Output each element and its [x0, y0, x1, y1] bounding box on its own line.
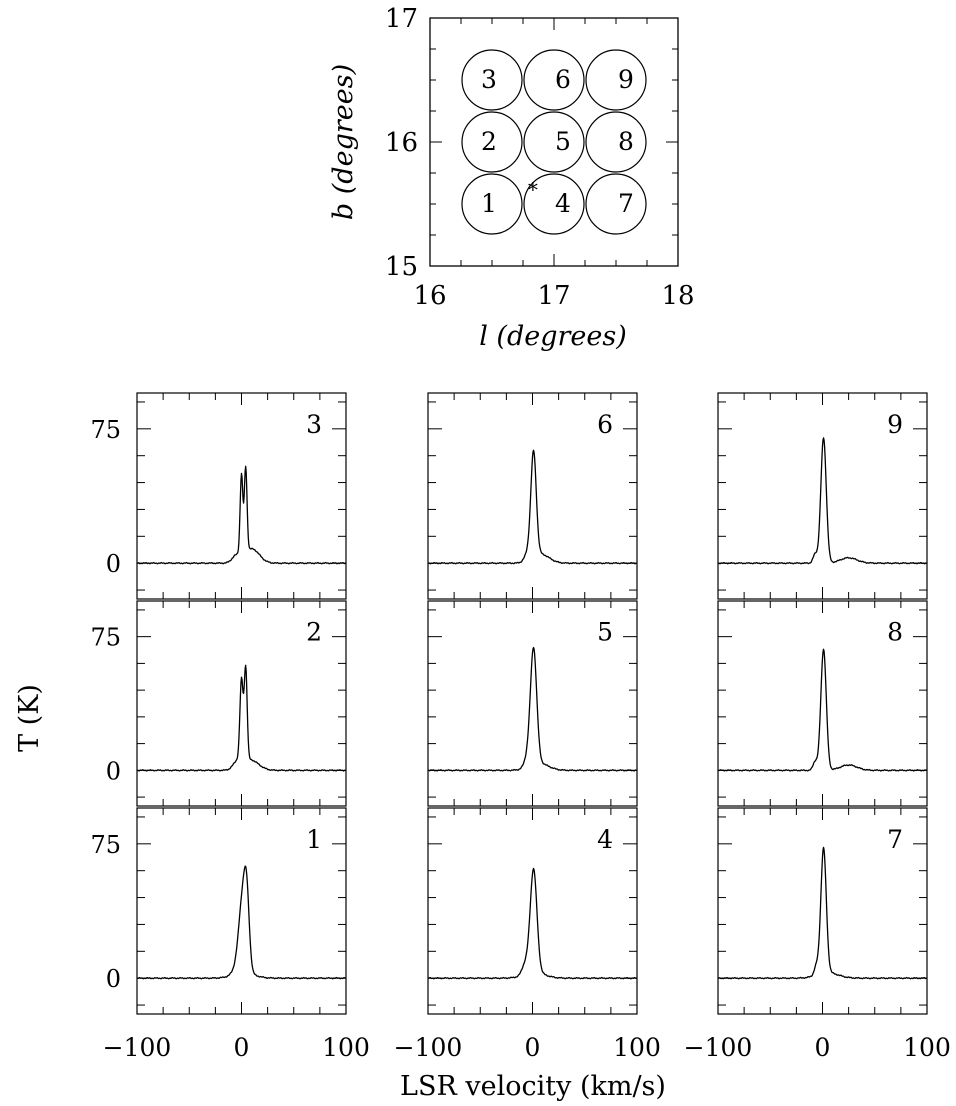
spectra-y-tick-label: 0: [106, 757, 121, 785]
beam-circle-4: [523, 173, 585, 235]
beam-label-6: 6: [555, 65, 571, 94]
spectrum-line-7: [717, 846, 928, 980]
spectrum-line-1: [136, 865, 347, 980]
spectra-x-tick-label: 0: [234, 1033, 250, 1062]
map-x-tick-label: 16: [413, 281, 446, 311]
spectra-x-tick-label: −100: [103, 1033, 172, 1062]
beam-label-2: 2: [481, 127, 497, 156]
spectrum-line-8: [717, 648, 928, 772]
spectrum-line-9: [717, 437, 928, 565]
spectrum-panel-7: −100 0 100 7: [684, 807, 951, 1062]
spectra-x-tick-label: 100: [322, 1033, 370, 1062]
map-x-axis-title: l (degrees): [479, 321, 627, 352]
spectra-grid: 0 75 3 6 9 0 75 2 5 8 0 75 −100 0 100 1 −100 0 100 4 −100 0 10…: [90, 392, 951, 1062]
map-x-tick-label: 18: [661, 281, 694, 311]
map-y-tick-label: 17: [385, 4, 418, 34]
spectra-y-tick-label: 0: [106, 965, 121, 993]
spectra-x-axis-title: LSR velocity (km/s): [400, 1071, 666, 1102]
beam-circle-9: [585, 49, 647, 111]
panel-number-4: 4: [597, 825, 613, 854]
beam-label-4: 4: [555, 189, 571, 218]
spectrum-panel-9: 9: [717, 392, 928, 600]
beam-circle-5: [523, 111, 585, 173]
panel-number-1: 1: [306, 825, 322, 854]
spectrum-panel-8: 8: [717, 600, 928, 807]
spectrum-panel-4: −100 0 100 4: [394, 807, 661, 1062]
spectrum-panel-6: 6: [427, 392, 638, 600]
panel-number-3: 3: [306, 410, 322, 439]
spectra-x-tick-label: 100: [613, 1033, 661, 1062]
panel-number-7: 7: [887, 825, 903, 854]
beam-circle-3: [461, 49, 523, 111]
beam-circle-8: [585, 111, 647, 173]
panel-number-8: 8: [887, 618, 903, 647]
beam-label-3: 3: [481, 65, 497, 94]
beam-circle-6: [523, 49, 585, 111]
beam-label-5: 5: [555, 127, 571, 156]
spectrum-panel-5: 5: [427, 600, 638, 807]
spectra-x-tick-label: 0: [525, 1033, 541, 1062]
beam-label-1: 1: [481, 189, 497, 218]
map-x-tick-label: 17: [537, 281, 570, 311]
spectrum-line-2: [136, 664, 347, 772]
beam-circle-2: [461, 111, 523, 173]
spectra-y-tick-label: 75: [90, 416, 121, 444]
spectrum-line-4: [427, 867, 638, 980]
spectra-y-axis-title: T (K): [14, 684, 45, 752]
spectra-x-tick-label: −100: [684, 1033, 753, 1062]
spectrum-panel-1: 0 75 −100 0 100 1: [90, 807, 370, 1062]
beam-circle-1: [461, 173, 523, 235]
map-y-tick-label: 16: [385, 128, 418, 158]
spectra-y-tick-label: 0: [106, 550, 121, 578]
spectrum-panel-3: 0 75 3: [90, 392, 347, 600]
panel-number-9: 9: [887, 410, 903, 439]
beam-label-9: 9: [618, 65, 634, 94]
beam-circle-7: [585, 173, 647, 235]
map-y-tick-label: 15: [385, 252, 418, 282]
spectrum-panel-2: 0 75 2: [90, 600, 347, 807]
spectrum-line-3: [136, 465, 347, 565]
panel-number-6: 6: [597, 410, 613, 439]
spectra-y-tick-label: 75: [90, 831, 121, 859]
map-frame: [429, 17, 679, 267]
source-marker: *: [528, 178, 538, 202]
spectra-x-tick-label: −100: [394, 1033, 463, 1062]
panel-number-5: 5: [597, 618, 613, 647]
spectra-y-tick-label: 75: [90, 624, 121, 652]
panel-number-2: 2: [306, 618, 322, 647]
map-y-axis-title: b (degrees): [328, 64, 359, 220]
beam-label-7: 7: [618, 189, 634, 218]
spectrum-line-5: [427, 646, 638, 772]
beam-label-8: 8: [618, 127, 634, 156]
spectra-x-tick-label: 100: [903, 1033, 951, 1062]
spectra-x-tick-label: 0: [815, 1033, 831, 1062]
spectrum-line-6: [427, 449, 638, 565]
